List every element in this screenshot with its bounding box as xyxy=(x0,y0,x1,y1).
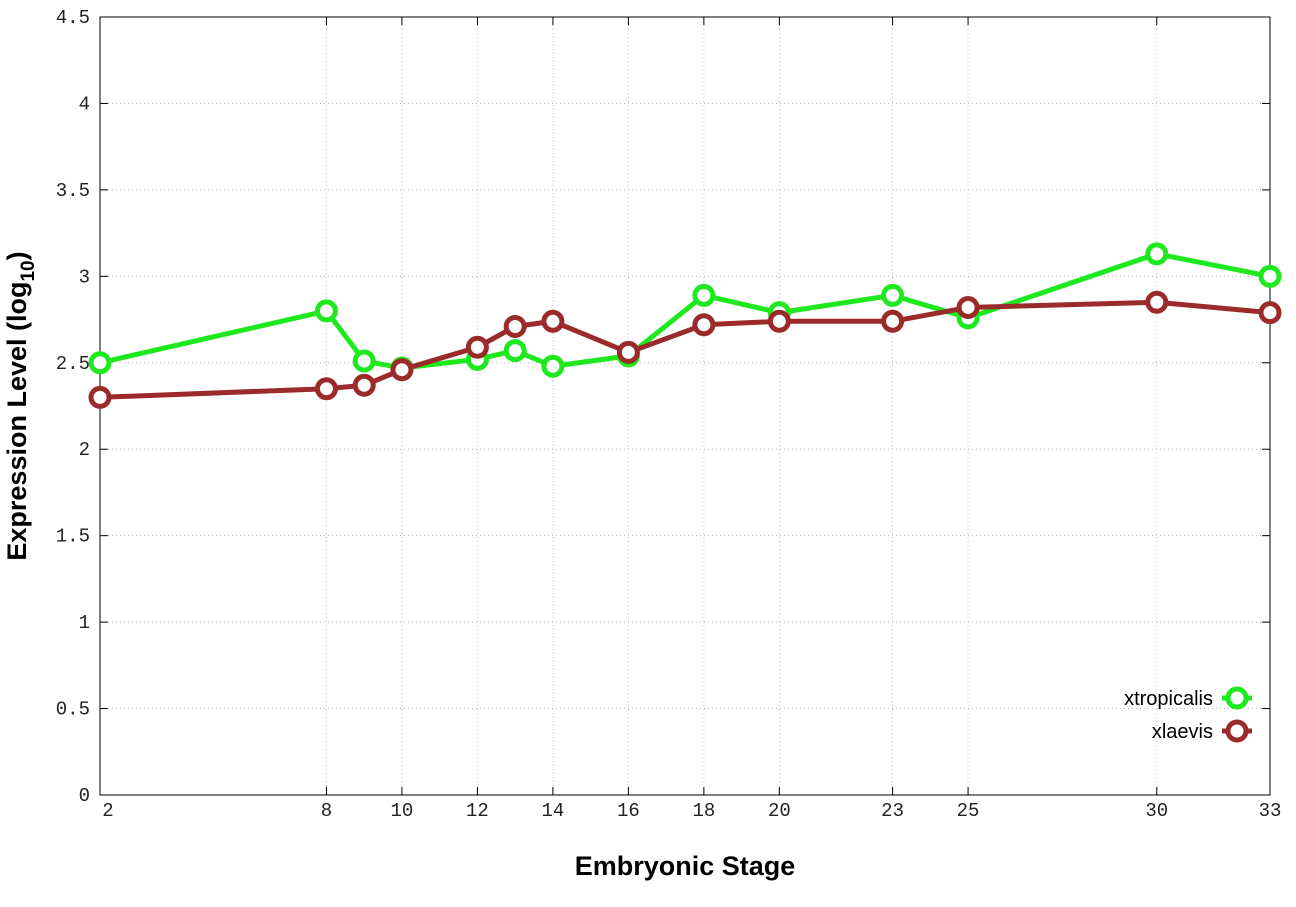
y-axis-title-suffix: ) xyxy=(2,251,32,260)
x-tick-label: 23 xyxy=(881,800,904,822)
data-point-xlaevis xyxy=(1258,301,1282,325)
plot-frame xyxy=(99,16,1271,796)
legend-label-xtropicalis: xtropicalis xyxy=(1124,688,1213,710)
data-point-xlaevis xyxy=(465,335,489,359)
y-tick-label: 1.5 xyxy=(56,526,90,548)
y-tick-label: 0 xyxy=(79,785,90,807)
data-point-xtropicalis xyxy=(692,283,716,307)
y-tick-label: 3.5 xyxy=(56,180,90,202)
x-axis-title: Embryonic Stage xyxy=(575,851,796,881)
grid xyxy=(100,17,1270,795)
data-point-xtropicalis xyxy=(1258,264,1282,288)
data-point-xlaevis xyxy=(88,385,112,409)
y-tick-label: 3 xyxy=(79,266,90,288)
data-point-xlaevis xyxy=(541,309,565,333)
data-point-xlaevis xyxy=(352,373,376,397)
data-point-xtropicalis xyxy=(1145,242,1169,266)
legend: xtropicalis xlaevis xyxy=(1124,686,1252,743)
data-point-xlaevis xyxy=(1145,290,1169,314)
legend-label-xlaevis: xlaevis xyxy=(1152,721,1213,743)
series-xtropicalis xyxy=(88,242,1282,380)
data-point-xtropicalis xyxy=(881,283,905,307)
data-point-xlaevis xyxy=(881,309,905,333)
data-point-xlaevis xyxy=(956,295,980,319)
data-point-xtropicalis xyxy=(541,354,565,378)
data-point-xtropicalis xyxy=(88,351,112,375)
legend-marker-xlaevis xyxy=(1225,719,1249,743)
data-point-xtropicalis xyxy=(314,299,338,323)
series-xlaevis xyxy=(88,290,1282,409)
x-tick-label: 18 xyxy=(692,800,715,822)
y-tick-label: 2 xyxy=(79,439,90,461)
x-tick-label: 33 xyxy=(1259,800,1282,822)
y-tick-label: 4 xyxy=(79,93,90,115)
x-tick-label: 30 xyxy=(1145,800,1168,822)
y-axis-title: Expression Level (log10) xyxy=(2,251,39,560)
x-tick-label: 12 xyxy=(466,800,489,822)
series-line-xlaevis xyxy=(99,299,1271,400)
data-point-xlaevis xyxy=(503,314,527,338)
y-tick-label: 2.5 xyxy=(56,353,90,375)
data-point-xlaevis xyxy=(767,309,791,333)
x-tick-label: 20 xyxy=(768,800,791,822)
data-point-xlaevis xyxy=(692,313,716,337)
y-axis-title-subscript: 10 xyxy=(18,260,39,281)
x-tick-label: 16 xyxy=(617,800,640,822)
x-tick-label: 8 xyxy=(321,800,332,822)
data-point-xlaevis xyxy=(390,358,414,382)
data-point-xtropicalis xyxy=(503,339,527,363)
y-tick-label: 0.5 xyxy=(56,699,90,721)
series-layer xyxy=(88,242,1282,409)
series-line-xtropicalis xyxy=(99,251,1271,371)
y-tick-label: 4.5 xyxy=(56,7,90,29)
x-tick-label: 25 xyxy=(957,800,980,822)
x-tick-label: 10 xyxy=(391,800,414,822)
ticks: 0 0.5 1 1.5 2 2.5 3 3.5 4 4.5 2 8 10 12 14 16 18 20 23 25 30… xyxy=(56,7,1282,822)
data-point-xtropicalis xyxy=(352,349,376,373)
y-tick-label: 1 xyxy=(79,612,90,634)
x-tick-label: 14 xyxy=(541,800,564,822)
legend-marker-xtropicalis xyxy=(1225,686,1249,710)
data-point-xlaevis xyxy=(314,377,338,401)
data-point-xlaevis xyxy=(616,340,640,364)
x-tick-label: 2 xyxy=(102,800,113,822)
y-axis-title-main: Expression Level (log xyxy=(2,282,32,561)
